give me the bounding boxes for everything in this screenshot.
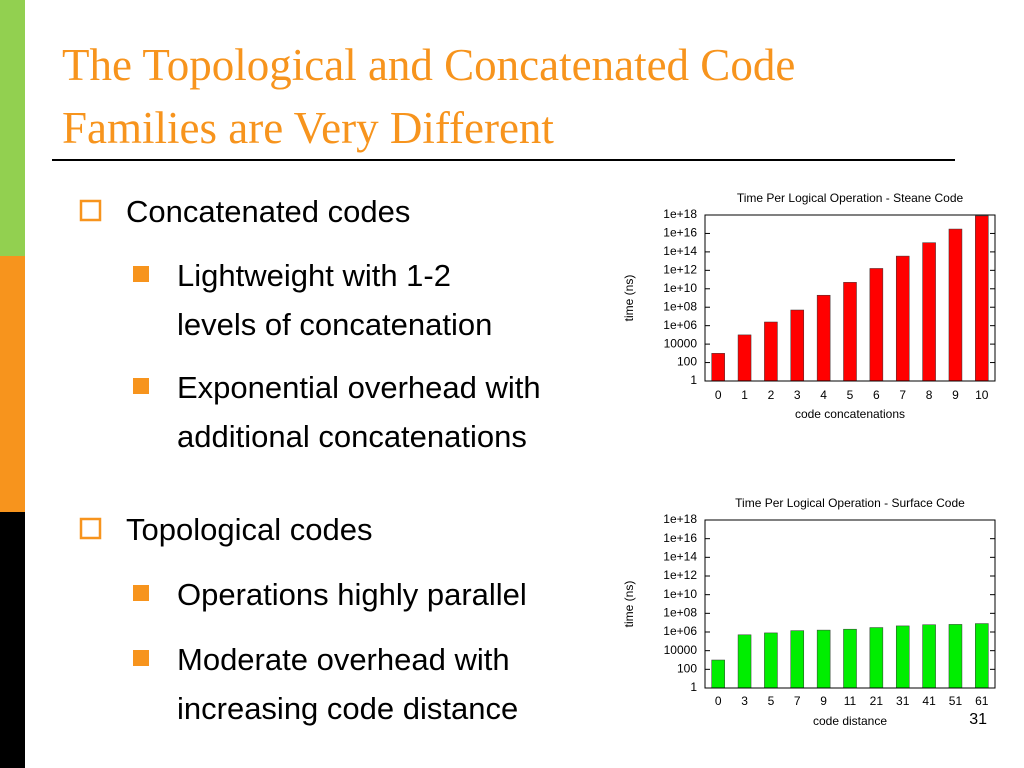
bar — [790, 309, 805, 382]
bar — [869, 268, 884, 382]
x-tick-label: 1 — [741, 388, 748, 402]
y-tick-label: 1e+18 — [663, 512, 697, 526]
y-tick-label: 1e+06 — [663, 318, 697, 332]
x-tick-label: 11 — [844, 694, 857, 708]
bar — [711, 659, 725, 689]
plot-frame — [704, 214, 996, 382]
chart-title: Time Per Logical Operation - Surface Cod… — [735, 496, 965, 510]
bar — [737, 334, 752, 382]
y-tick-label: 1e+06 — [663, 624, 697, 638]
slide-title: Families are Very Different — [62, 103, 554, 153]
sub-bullet: levels of concatenation — [177, 307, 492, 342]
y-tick-label: 10000 — [664, 336, 698, 350]
bullet-icon — [79, 199, 102, 222]
bar — [790, 630, 805, 689]
bar — [948, 228, 963, 382]
bar — [737, 634, 752, 689]
x-tick-label: 2 — [768, 388, 775, 402]
y-tick-label: 1e+18 — [663, 207, 697, 221]
x-tick-label: 6 — [873, 388, 880, 402]
slide-title: The Topological and Concatenated Code — [62, 40, 795, 90]
bar — [711, 353, 725, 382]
x-tick-label: 61 — [975, 694, 989, 708]
bar — [843, 628, 857, 689]
bar — [895, 255, 910, 382]
x-tick-label: 9 — [952, 388, 959, 402]
bar — [975, 215, 989, 382]
y-tick-label: 1e+16 — [663, 531, 697, 545]
y-tick-label: 10000 — [664, 643, 698, 657]
y-tick-label: 100 — [677, 662, 697, 676]
bar — [764, 632, 778, 689]
x-tick-label: 21 — [870, 694, 884, 708]
x-tick-label: 0 — [715, 388, 722, 402]
bar — [816, 629, 831, 689]
accent-bar — [0, 0, 25, 256]
x-tick-label: 51 — [949, 694, 963, 708]
x-tick-label: 10 — [975, 388, 989, 402]
y-tick-label: 1e+12 — [663, 568, 697, 582]
x-tick-label: 8 — [926, 388, 933, 402]
y-axis-label: time (ns) — [622, 275, 636, 322]
chart-background — [618, 185, 1010, 429]
x-tick-label: 7 — [899, 388, 906, 402]
y-tick-label: 1e+14 — [663, 550, 697, 564]
bullet-icon — [79, 517, 102, 540]
y-axis-label: time (ns) — [622, 581, 636, 628]
plot-frame — [704, 519, 996, 689]
charts: Time Per Logical Operation - Steane Code… — [618, 185, 1010, 736]
x-tick-label: 41 — [922, 694, 936, 708]
y-tick-label: 1e+14 — [663, 244, 697, 258]
y-tick-label: 1 — [690, 680, 697, 694]
x-tick-label: 5 — [768, 694, 775, 708]
bar — [816, 294, 831, 382]
x-tick-label: 4 — [820, 388, 827, 402]
bar — [948, 624, 963, 689]
chart-background — [618, 490, 1010, 736]
sub-bullet: Exponential overhead with — [177, 370, 541, 405]
x-tick-label: 3 — [741, 694, 748, 708]
sub-bullet: additional concatenations — [177, 419, 527, 454]
sub-bullet: increasing code distance — [177, 691, 518, 726]
y-tick-label: 1e+16 — [663, 226, 697, 240]
bar — [869, 627, 884, 689]
y-tick-label: 1e+10 — [663, 281, 697, 295]
y-tick-label: 1e+10 — [663, 587, 697, 601]
bar — [922, 242, 936, 382]
x-tick-label: 0 — [715, 694, 722, 708]
bullet-icon — [133, 650, 149, 666]
x-axis-label: code distance — [813, 714, 887, 728]
x-tick-label: 31 — [896, 694, 910, 708]
x-axis-label: code concatenations — [795, 407, 905, 421]
page-number: 31 — [969, 711, 987, 728]
sub-bullet: Lightweight with 1-2 — [177, 258, 451, 293]
x-tick-label: 7 — [794, 694, 801, 708]
sub-bullet: Operations highly parallel — [177, 577, 527, 612]
bullet-icon — [133, 266, 149, 282]
bullet: Concatenated codes — [126, 194, 410, 229]
y-tick-label: 1e+12 — [663, 263, 697, 277]
accent-bar — [0, 256, 25, 512]
bar — [764, 321, 778, 382]
y-tick-label: 1e+08 — [663, 606, 697, 620]
bullet-icon — [133, 585, 149, 601]
y-tick-label: 1 — [690, 373, 697, 387]
y-tick-label: 100 — [677, 355, 697, 369]
y-tick-label: 1e+08 — [663, 299, 697, 313]
bar — [843, 282, 857, 382]
x-tick-label: 9 — [820, 694, 827, 708]
x-tick-label: 5 — [847, 388, 854, 402]
bullet: Topological codes — [126, 512, 372, 547]
bullet-icon — [133, 378, 149, 394]
sub-bullet: Moderate overhead with — [177, 642, 510, 677]
chart-title: Time Per Logical Operation - Steane Code — [737, 191, 964, 205]
accent-bar — [0, 512, 25, 768]
bar — [895, 625, 910, 689]
x-tick-label: 3 — [794, 388, 801, 402]
bar — [922, 624, 936, 689]
bar — [975, 623, 989, 689]
